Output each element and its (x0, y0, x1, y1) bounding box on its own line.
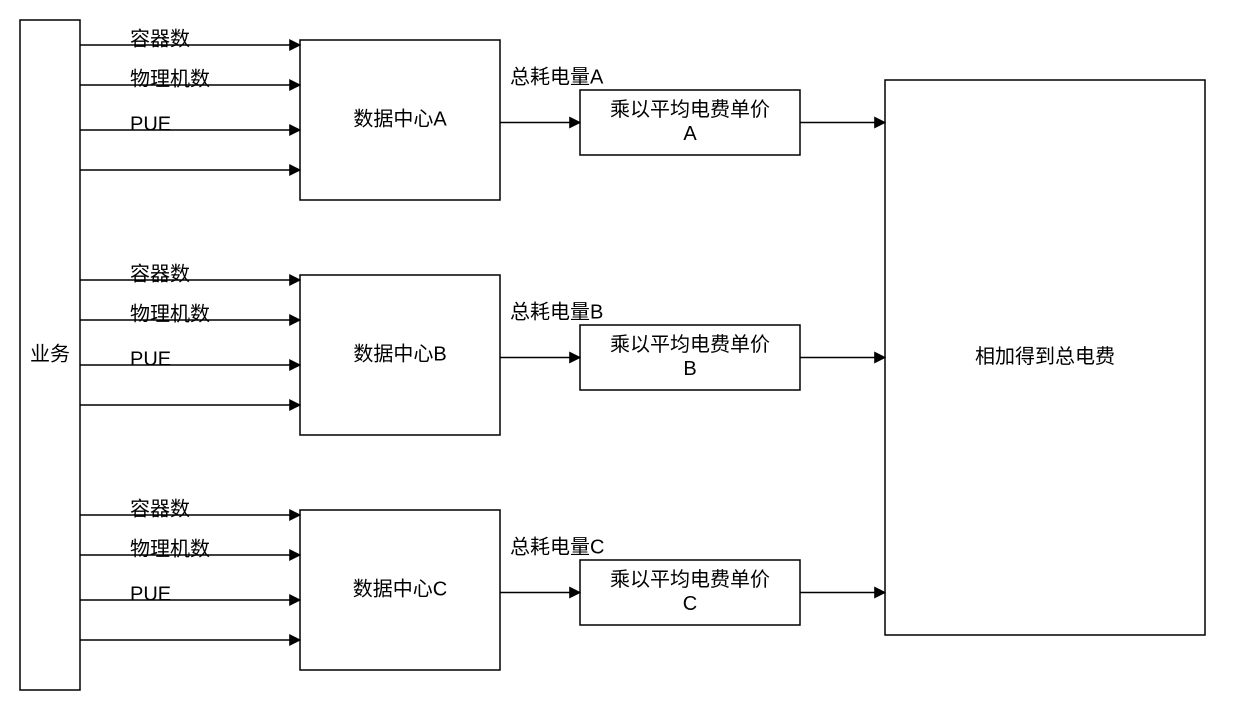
flowchart-svg: 业务数据中心A数据中心B数据中心C乘以平均电费单价A乘以平均电费单价B乘以平均电… (0, 0, 1240, 714)
power-label-1: 总耗电量B (510, 300, 603, 323)
input-label-2-1: 物理机数 (130, 537, 210, 560)
node-mulC-label: 乘以平均电费单价 (610, 568, 770, 591)
input-label-1-2: PUE (130, 348, 171, 370)
node-mulC-label: C (683, 593, 697, 615)
node-mulB-label: 乘以平均电费单价 (610, 333, 770, 356)
input-label-0-2: PUE (130, 113, 171, 135)
input-label-2-2: PUE (130, 583, 171, 605)
input-label-0-0: 容器数 (130, 27, 190, 50)
power-label-2: 总耗电量C (510, 535, 604, 558)
node-dcA-label: 数据中心A (353, 107, 447, 130)
node-dcB-label: 数据中心B (353, 342, 446, 365)
node-mulB-label: B (683, 358, 696, 380)
node-mulA-label: A (683, 123, 697, 145)
node-dcC-label: 数据中心C (353, 577, 447, 600)
node-business-label: 业务 (30, 342, 70, 365)
input-label-1-1: 物理机数 (130, 302, 210, 325)
node-mulA-label: 乘以平均电费单价 (610, 98, 770, 121)
input-label-0-1: 物理机数 (130, 67, 210, 90)
input-label-2-0: 容器数 (130, 497, 190, 520)
input-label-1-0: 容器数 (130, 262, 190, 285)
node-sum-label: 相加得到总电费 (975, 345, 1115, 368)
power-label-0: 总耗电量A (510, 65, 604, 88)
